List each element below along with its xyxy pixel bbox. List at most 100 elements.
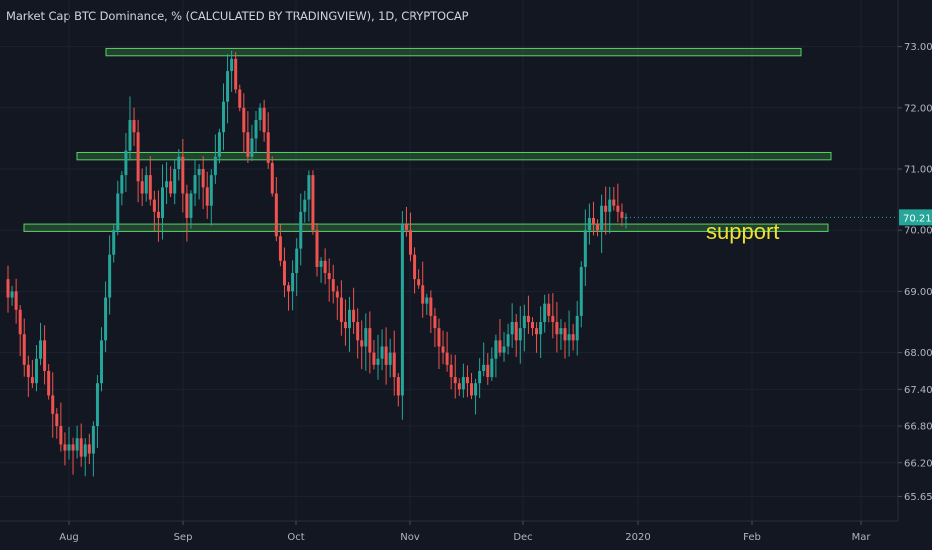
candle-body: [189, 193, 193, 218]
candle-body: [156, 211, 160, 218]
candle-body: [575, 315, 579, 341]
candle-body: [441, 346, 445, 353]
candle-body: [209, 175, 213, 206]
x-tick-label: Mar: [852, 532, 872, 543]
candle-body: [55, 413, 59, 427]
candle-body: [71, 444, 75, 451]
candle-body: [417, 279, 421, 286]
candle-body: [364, 328, 368, 347]
candle-body: [616, 205, 620, 212]
candle-body: [559, 328, 563, 335]
current-price-badge: [899, 209, 932, 226]
candle-body: [453, 377, 457, 384]
candle-body: [128, 120, 132, 151]
candle-body: [608, 199, 612, 212]
candle-body: [262, 107, 266, 133]
candle-body: [331, 279, 335, 292]
x-tick-label: Oct: [287, 532, 304, 543]
candle-body: [295, 248, 299, 274]
candle-body: [26, 364, 30, 378]
x-tick-label: Aug: [59, 532, 79, 543]
candle-body: [579, 266, 583, 316]
candle-body: [530, 322, 534, 329]
candle-body: [193, 175, 197, 194]
candle-body: [465, 377, 469, 384]
candle-body: [108, 254, 112, 298]
candle-body: [205, 187, 209, 206]
candle-body: [555, 322, 559, 335]
x-tick-label: Sep: [174, 532, 193, 543]
candle-body: [238, 89, 242, 108]
candle-body: [470, 383, 473, 396]
candle-body: [348, 309, 352, 329]
candle-body: [343, 322, 347, 329]
candle-body: [112, 230, 116, 255]
candle-body: [22, 334, 26, 365]
candle-body: [567, 334, 571, 341]
candle-body: [352, 309, 356, 322]
candle-body: [409, 230, 413, 255]
candle-body: [230, 58, 234, 72]
y-tick-label: 66.20: [904, 458, 932, 469]
candle-body: [95, 383, 99, 427]
candle-body: [169, 181, 173, 194]
candle-body: [522, 315, 526, 329]
candle-body: [221, 101, 225, 133]
candle-body: [612, 199, 616, 206]
candle-body: [368, 328, 372, 353]
candle-body: [587, 217, 591, 231]
candle-body: [474, 383, 478, 396]
chart-title: Market Cap BTC Dominance, % (CALCULATED …: [6, 9, 469, 23]
candle-body: [429, 297, 433, 316]
candle-body: [518, 328, 522, 341]
candle-body: [478, 370, 482, 384]
candle-body: [201, 169, 205, 188]
candle-body: [213, 156, 217, 176]
candle-body: [258, 107, 262, 121]
y-tick-label: 65.65: [904, 492, 932, 503]
candle-body: [140, 181, 144, 194]
candle-body: [83, 444, 87, 457]
candle-body: [132, 120, 136, 133]
candle-body: [246, 132, 250, 157]
candle-body: [14, 291, 18, 310]
candle-body: [185, 193, 189, 218]
candle-body: [413, 254, 417, 280]
candle-body: [120, 175, 124, 194]
candle-body: [311, 175, 315, 231]
candle-body: [124, 150, 128, 176]
candle-body: [177, 156, 181, 169]
candle-body: [91, 426, 95, 454]
candle-body: [197, 169, 201, 176]
candle-body: [39, 340, 43, 359]
candle-body: [217, 132, 221, 157]
y-tick-label: 70.00: [904, 226, 932, 237]
candle-body: [376, 358, 380, 365]
candle-body: [319, 260, 323, 267]
candle-body: [486, 364, 490, 378]
candle-body: [274, 193, 278, 237]
candle-body: [425, 297, 429, 304]
candle-body: [234, 58, 238, 90]
candle-body: [299, 211, 303, 249]
candle-body: [596, 224, 600, 231]
candle-body: [51, 395, 55, 414]
x-tick-label: 2020: [625, 532, 650, 543]
candle-body: [181, 156, 185, 194]
candle-body: [161, 187, 164, 218]
support-zone: [23, 223, 829, 232]
y-tick-label: 71.00: [904, 165, 932, 176]
support-zone: [105, 47, 802, 57]
candle-body: [116, 193, 120, 231]
candle-body: [30, 377, 34, 384]
candle-body: [421, 285, 425, 304]
candle-body: [250, 138, 254, 157]
candle-body: [482, 364, 486, 371]
y-tick-label: 72.00: [904, 103, 932, 114]
candle-body: [47, 370, 51, 396]
y-tick-label: 73.00: [904, 42, 932, 53]
candle-body: [539, 322, 543, 335]
candle-body: [339, 297, 343, 322]
